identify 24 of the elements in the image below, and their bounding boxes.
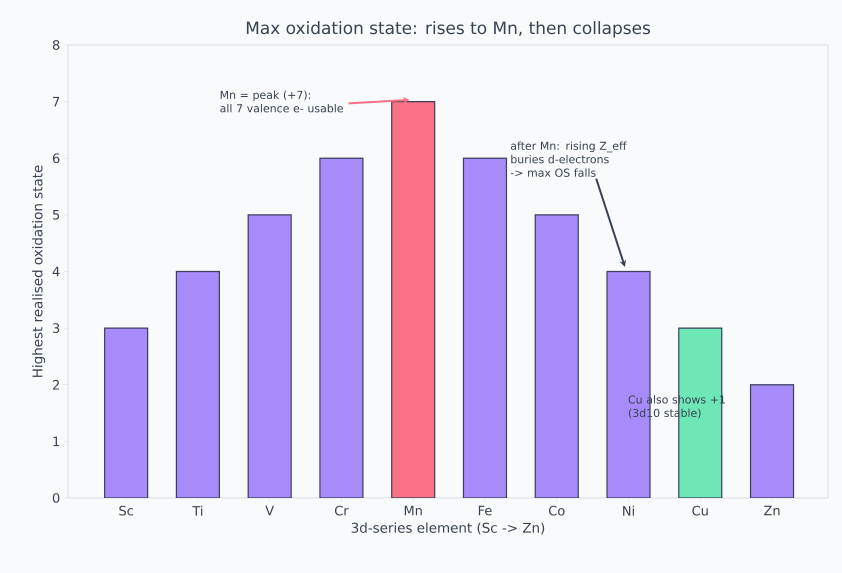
y-axis-title: Highest realised oxidation state xyxy=(32,165,46,377)
y-tick-label: 3 xyxy=(52,323,60,334)
x-tick-label: Cu xyxy=(692,506,708,516)
chart-title: Max oxidation state: rises to Mn, then collapses xyxy=(246,21,650,38)
y-tick-label: 0 xyxy=(52,493,60,503)
x-tick-label: Co xyxy=(548,506,565,516)
x-tick-label: Fe xyxy=(478,506,492,516)
y-tick-label: 7 xyxy=(53,96,60,106)
y-tick-label: 1 xyxy=(53,436,60,446)
x-tick-label: Ni xyxy=(623,506,634,516)
y-tick-label: 4 xyxy=(52,266,60,276)
y-tick-label: 2 xyxy=(52,380,59,390)
y-tick-label: 6 xyxy=(52,153,60,164)
x-axis-title: 3d-series element (Sc -> Zn) xyxy=(352,522,544,534)
x-tick-label: Cr xyxy=(334,506,349,516)
y-tick-label: 8 xyxy=(52,40,60,50)
x-tick-label: Mn xyxy=(404,506,422,516)
annotation: after Mn: rising Z_eff buries d-electrons -> max OS falls xyxy=(510,141,627,177)
annotation: Mn = peak (+7): all 7 valence e- usable xyxy=(220,90,343,112)
y-tick-label: 5 xyxy=(53,210,60,220)
x-tick-label: Zn xyxy=(764,506,780,516)
x-tick-label: V xyxy=(265,506,274,516)
x-tick-label: Ti xyxy=(192,506,202,516)
x-tick-label: Sc xyxy=(119,506,134,516)
